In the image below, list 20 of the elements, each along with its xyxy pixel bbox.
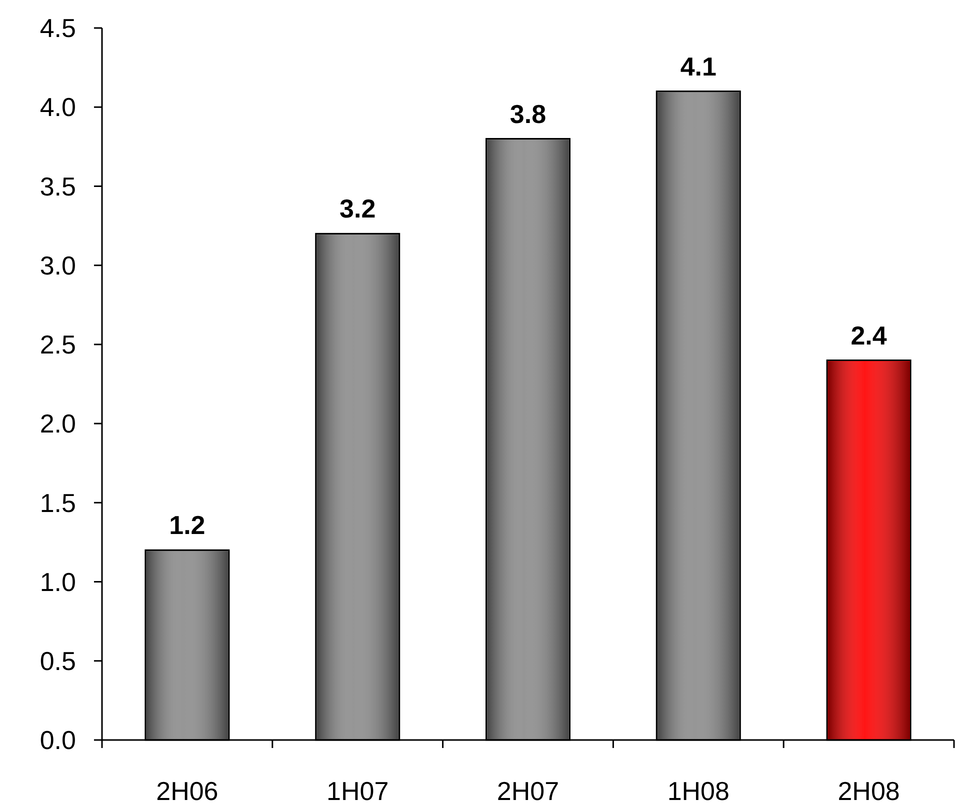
data-label: 1.2 [169, 510, 206, 540]
y-tick-label: 3.5 [40, 171, 76, 202]
data-label: 4.1 [680, 51, 716, 82]
y-tick-label: 0.0 [40, 725, 76, 756]
x-tick-label: 1H08 [667, 776, 730, 806]
y-tick-label: 2.0 [40, 408, 76, 439]
x-tick-label: 2H06 [156, 776, 218, 806]
x-tick-label: 2H08 [838, 776, 900, 806]
data-label: 2.4 [850, 320, 888, 350]
y-tick-label: 3.0 [40, 250, 76, 280]
x-tick-label: 1H07 [326, 776, 389, 806]
y-tick-label: 2.5 [40, 330, 76, 360]
y-tick-label: 0.5 [40, 646, 76, 676]
data-label: 3.2 [340, 194, 376, 224]
data-label: 3.8 [510, 98, 546, 129]
y-tick-label: 4.0 [40, 92, 76, 122]
y-tick-label: 1.5 [40, 488, 76, 518]
y-tick-label: 4.5 [40, 13, 76, 44]
x-tick-label: 2H07 [496, 776, 560, 806]
y-tick-label: 1.0 [40, 566, 76, 597]
